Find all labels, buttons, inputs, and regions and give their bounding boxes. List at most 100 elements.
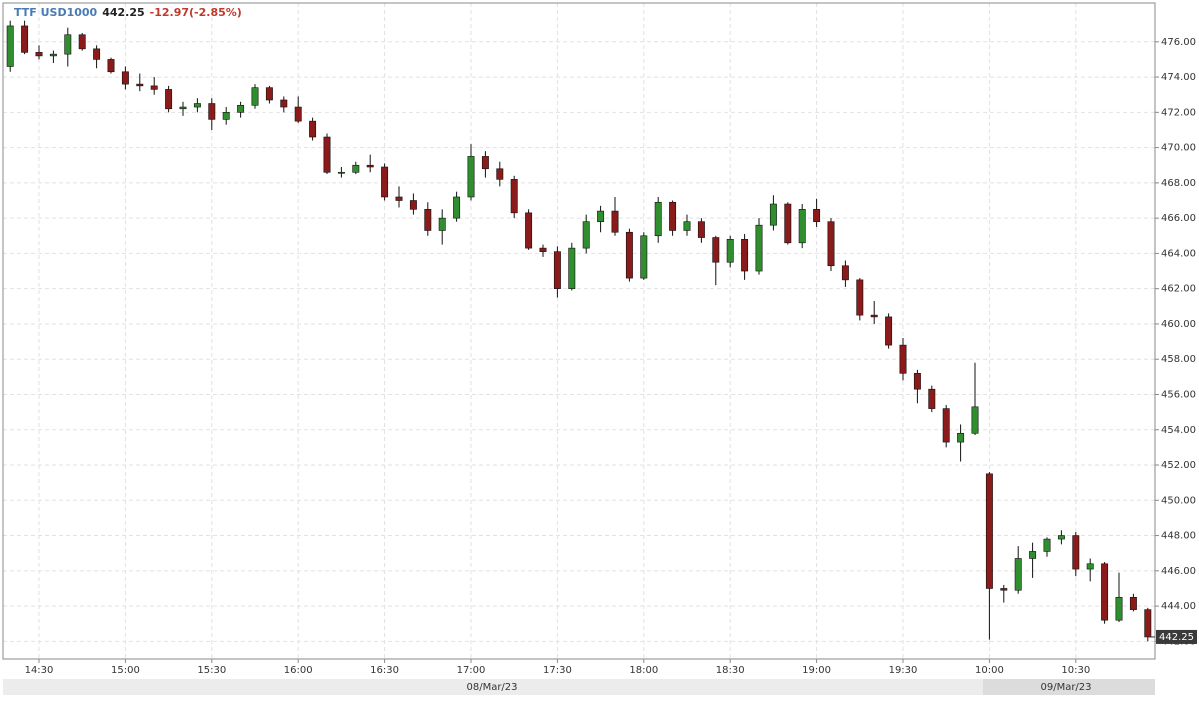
y-tick-label: 448.00 (1161, 531, 1196, 542)
candle-body (942, 408, 950, 443)
candle-body (251, 87, 259, 106)
candle-body (654, 201, 662, 237)
candle-body (352, 164, 360, 173)
date-label: 09/Mar/23 (1040, 682, 1091, 693)
y-tick-label: 460.00 (1161, 319, 1196, 330)
y-tick-label: 476.00 (1161, 37, 1196, 48)
candle-body (121, 71, 129, 85)
candle-body (597, 210, 605, 222)
candle-body (165, 89, 173, 110)
date-band (3, 679, 1155, 695)
last-price-tag (1156, 629, 1197, 644)
candle-body (957, 432, 965, 443)
candle-body (1014, 558, 1022, 591)
date-label: 08/Mar/23 (466, 682, 517, 693)
candle-body (971, 406, 979, 434)
y-tick-label: 464.00 (1161, 248, 1196, 259)
y-tick-label: 446.00 (1161, 566, 1196, 577)
candle-body (193, 103, 201, 108)
candle-body (726, 239, 734, 263)
candle-body (784, 203, 792, 244)
candle-body (35, 52, 43, 57)
candle-body (625, 231, 633, 279)
x-tick-label: 16:30 (370, 665, 399, 676)
candle-body (1115, 596, 1123, 621)
last-price-tag-label: 442.25 (1159, 632, 1194, 643)
candle-body (539, 247, 547, 252)
price-change: -12.97(-2.85%) (150, 6, 242, 19)
candle-body (769, 203, 777, 226)
candle-body (294, 106, 302, 122)
candle-body (827, 221, 835, 267)
candle-body (1144, 609, 1152, 638)
x-tick-label: 19:00 (802, 665, 831, 676)
x-tick-label: 17:30 (543, 665, 572, 676)
candle-body (669, 201, 677, 231)
y-tick-label: 458.00 (1161, 354, 1196, 365)
candle-body (870, 314, 878, 318)
candle-body (985, 473, 993, 589)
candle-body (237, 104, 245, 113)
candle-body (913, 373, 921, 390)
candle-body (481, 156, 489, 170)
candle-body (611, 210, 619, 233)
candle-body (309, 120, 317, 138)
candle-body (366, 164, 374, 168)
candle-body (856, 279, 864, 316)
candle-body (265, 87, 273, 101)
y-tick-label: 456.00 (1161, 389, 1196, 400)
candle-body (885, 316, 893, 346)
candle-body (453, 196, 461, 219)
candle-body (424, 209, 432, 231)
y-tick-label: 444.00 (1161, 601, 1196, 612)
candle-body (640, 235, 648, 279)
x-tick-label: 15:30 (197, 665, 226, 676)
x-tick-label: 10:00 (975, 665, 1004, 676)
y-tick-label: 472.00 (1161, 107, 1196, 118)
candle-body (899, 344, 907, 374)
candle-body (107, 59, 115, 73)
x-tick-label: 14:30 (25, 665, 54, 676)
candle-body (1029, 551, 1037, 559)
candle-body (179, 106, 187, 110)
candle-body (525, 212, 533, 249)
plot-frame (2, 2, 1156, 660)
y-tick-label: 474.00 (1161, 72, 1196, 83)
candle-body (496, 168, 504, 180)
header: TTF USD1000 442.25 -12.97(-2.85%) (14, 6, 242, 19)
candle-body (93, 48, 101, 60)
candle-body (208, 103, 216, 120)
candle-body (798, 209, 806, 244)
x-tick-label: 16:00 (284, 665, 313, 676)
y-tick-label: 454.00 (1161, 425, 1196, 436)
y-tick-label: 466.00 (1161, 213, 1196, 224)
candle-body (1057, 535, 1065, 540)
candle-body (136, 83, 144, 87)
candle-body (467, 156, 475, 198)
candle-body (337, 171, 345, 174)
y-tick-label: 468.00 (1161, 178, 1196, 189)
candle-body (1129, 596, 1137, 610)
y-tick-label: 452.00 (1161, 460, 1196, 471)
candle-body (49, 53, 57, 57)
candle-body (409, 200, 417, 210)
candle-body (582, 221, 590, 249)
candle-body (222, 112, 230, 120)
candle-body (755, 224, 763, 272)
candle-body (510, 179, 518, 214)
candle-body (553, 251, 561, 289)
candle-body (697, 221, 705, 238)
x-tick-label: 19:30 (889, 665, 918, 676)
x-tick-label: 18:30 (716, 665, 745, 676)
candle-body (568, 247, 576, 289)
candle-body (841, 265, 849, 281)
candle-body (21, 25, 29, 53)
candle-body (78, 34, 86, 50)
candle-body (1043, 538, 1051, 552)
last-price: 442.25 (102, 6, 144, 19)
candle-body (741, 239, 749, 272)
x-tick-label: 10:30 (1061, 665, 1090, 676)
candle-body (1101, 563, 1109, 621)
